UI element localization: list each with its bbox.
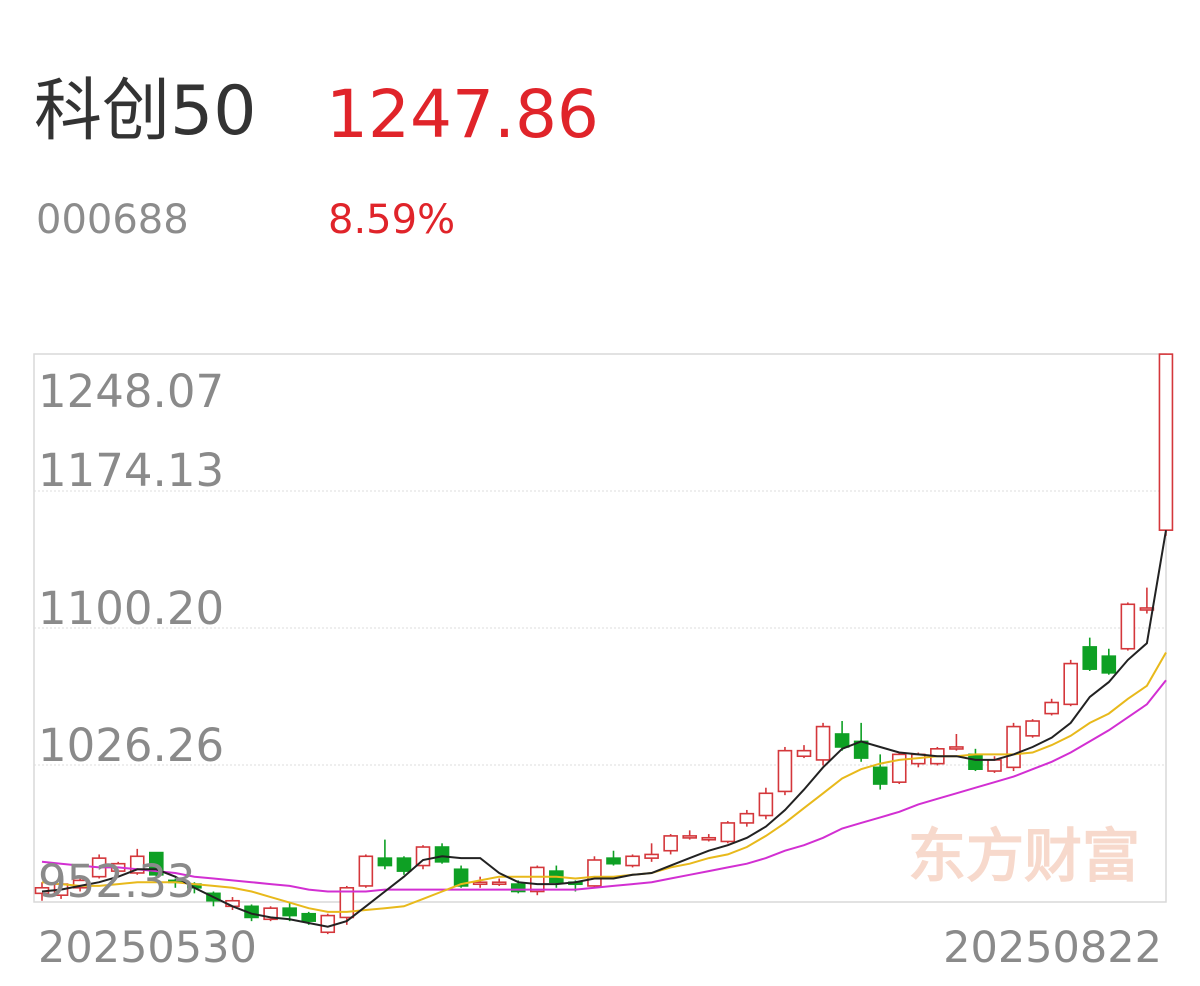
candle-up bbox=[758, 792, 774, 817]
candle-up bbox=[320, 914, 336, 934]
chart-grid bbox=[33, 353, 1167, 903]
candle-down bbox=[377, 857, 393, 867]
candle-down bbox=[396, 857, 412, 872]
candle-down bbox=[301, 912, 317, 922]
candle-down bbox=[434, 846, 450, 863]
x-start-label: 20250530 bbox=[38, 923, 257, 973]
y-axis-labels: 1248.07 1174.13 1100.20 1026.26 952.33 bbox=[38, 365, 224, 908]
x-end-label: 20250822 bbox=[943, 923, 1162, 973]
candle-up bbox=[796, 749, 812, 758]
candle-up bbox=[472, 881, 488, 886]
candle-down bbox=[1082, 646, 1098, 670]
candle-up bbox=[815, 725, 831, 761]
candle-up bbox=[1044, 701, 1059, 715]
candle-up bbox=[625, 855, 640, 867]
candle-up bbox=[1139, 607, 1155, 611]
candle-up bbox=[701, 836, 717, 841]
candle-up bbox=[1006, 725, 1021, 769]
candle-up bbox=[529, 866, 545, 893]
candle-up bbox=[263, 907, 278, 921]
candle-down bbox=[834, 733, 850, 748]
candle-up bbox=[777, 749, 793, 793]
y-tick-label: 1174.13 bbox=[38, 444, 224, 497]
ma5-line bbox=[41, 530, 1167, 928]
index-price: 1247.86 bbox=[326, 76, 599, 153]
y-tick-label: 1248.07 bbox=[38, 365, 224, 418]
chart-marks bbox=[34, 353, 1174, 935]
candle-up bbox=[644, 853, 659, 859]
candle-down bbox=[282, 907, 297, 917]
ma20-line bbox=[41, 679, 1167, 893]
index-code: 000688 bbox=[36, 197, 189, 243]
y-tick-label: 1100.20 bbox=[38, 582, 224, 635]
candlestick-chart: 东方财富 1248.07 1174.13 1100.20 1026.26 952… bbox=[33, 353, 1174, 973]
candle-up bbox=[663, 835, 678, 852]
candle-down bbox=[453, 868, 469, 887]
candle-up bbox=[1063, 662, 1078, 706]
candle-up bbox=[949, 746, 964, 750]
watermark: 东方财富 bbox=[908, 822, 1140, 890]
candle-down bbox=[606, 857, 621, 865]
candle-down bbox=[1101, 655, 1117, 674]
candle-up bbox=[358, 855, 374, 887]
candle-up bbox=[1120, 603, 1136, 650]
candle-up bbox=[720, 822, 736, 843]
candle-up bbox=[1025, 720, 1040, 737]
y-tick-label: 1026.26 bbox=[38, 719, 224, 772]
y-tick-label: 952.33 bbox=[38, 855, 195, 908]
candle-up bbox=[987, 759, 1002, 772]
candle-up bbox=[1158, 353, 1174, 531]
candle-up bbox=[682, 835, 698, 839]
candle-up bbox=[739, 812, 755, 824]
candle-up bbox=[415, 846, 431, 867]
candle-down bbox=[872, 766, 888, 785]
candle-down bbox=[510, 883, 526, 893]
ma10-line bbox=[41, 652, 1167, 913]
candle-up bbox=[339, 886, 355, 919]
index-change-percent: 8.59% bbox=[328, 197, 456, 243]
candle-up bbox=[587, 859, 602, 887]
candle-up bbox=[491, 881, 507, 886]
candle-down bbox=[968, 753, 983, 770]
index-name: 科创50 bbox=[34, 72, 257, 151]
